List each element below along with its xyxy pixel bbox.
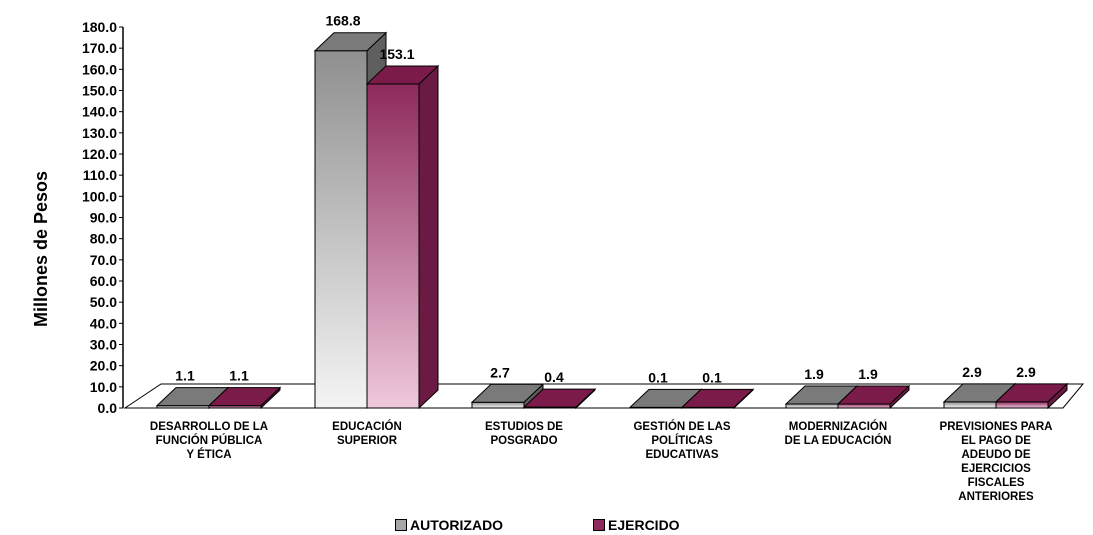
- y-tick-label: 150.0: [82, 83, 117, 99]
- y-tick-label: 20.0: [90, 358, 117, 374]
- legend-item-ejercido: EJERCIDO: [593, 517, 680, 533]
- y-tick-label: 40.0: [90, 315, 117, 331]
- bar-top-face: [680, 388, 755, 408]
- category-label: MODERNIZACIÓN DE LA EDUCACIÓN: [784, 421, 892, 447]
- bar-top-face: [207, 387, 282, 407]
- y-tick-label: 0.0: [98, 400, 118, 416]
- legend-item-autorizado: AUTORIZADO: [395, 517, 503, 533]
- legend-swatch-ejercido: [593, 519, 605, 531]
- y-tick-label: 60.0: [90, 273, 117, 289]
- bar-top-face: [994, 383, 1069, 403]
- bar-front-face: [785, 403, 839, 409]
- y-tick-label: 160.0: [82, 61, 117, 77]
- data-label: 1.1: [175, 368, 195, 384]
- y-tick-label: 30.0: [90, 337, 117, 353]
- bar-front-face: [366, 83, 420, 409]
- y-tick-label: 50.0: [90, 294, 117, 310]
- y-tick-label: 10.0: [90, 379, 117, 395]
- data-label: 0.1: [702, 369, 722, 385]
- bar-front-face: [995, 401, 1049, 409]
- bar-ejercido: [207, 386, 282, 410]
- y-tick-label: 110.0: [83, 167, 117, 183]
- legend-label-autorizado: AUTORIZADO: [410, 517, 504, 533]
- data-label: 168.8: [325, 13, 360, 29]
- y-tick-label: 130.0: [82, 125, 117, 141]
- data-label: 153.1: [379, 46, 414, 62]
- category-label: DESARROLLO DE LA FUNCIÓN PÚBLICA Y ÉTICA: [149, 421, 269, 461]
- category-label: GESTIÓN DE LAS POLÍTICAS EDUCATIVAS: [633, 421, 731, 461]
- category-label: PREVISIONES PARA EL PAGO DE ADEUDO DE EJ…: [939, 421, 1053, 503]
- data-label: 0.4: [544, 369, 564, 385]
- data-label: 1.9: [858, 366, 878, 382]
- bar-front-face: [314, 50, 368, 409]
- y-tick-label: 70.0: [90, 252, 117, 268]
- bar-ejercido: [994, 382, 1069, 410]
- bar-top-face: [522, 388, 597, 408]
- bar-front-face: [837, 403, 891, 409]
- legend-swatch-autorizado: [395, 519, 407, 531]
- y-axis-title: Millones de Pesos: [31, 171, 51, 327]
- bar-top-face: [313, 32, 388, 52]
- bar-top-face: [836, 385, 911, 405]
- bar-ejercido: [365, 64, 440, 410]
- y-tick-label: 120.0: [82, 146, 117, 162]
- bar-side-face: [418, 64, 439, 410]
- y-tick-label: 100.0: [82, 188, 117, 204]
- bar-top-face: [470, 383, 545, 403]
- bar-front-face: [943, 401, 997, 409]
- data-label: 1.9: [804, 366, 824, 382]
- y-tick-label: 140.0: [82, 104, 117, 120]
- data-label: 2.9: [962, 364, 982, 380]
- y-tick-label: 80.0: [90, 231, 117, 247]
- bar-ejercido: [836, 384, 911, 410]
- bar-ejercido: [680, 388, 755, 410]
- legend-label-ejercido: EJERCIDO: [608, 517, 680, 533]
- bar-front-face: [471, 401, 525, 409]
- y-tick-label: 90.0: [90, 210, 117, 226]
- y-tick-label: 180.0: [82, 19, 117, 35]
- data-label: 0.1: [648, 369, 668, 385]
- y-tick-label: 170.0: [82, 40, 117, 56]
- category-label: EDUCACIÓN SUPERIOR: [332, 421, 402, 447]
- bar-top-face: [365, 65, 440, 85]
- bar-ejercido: [522, 387, 597, 410]
- data-label: 2.7: [490, 364, 510, 380]
- category-label: ESTUDIOS DE POSGRADO: [485, 421, 563, 447]
- data-label: 1.1: [229, 368, 249, 384]
- data-label: 2.9: [1016, 364, 1036, 380]
